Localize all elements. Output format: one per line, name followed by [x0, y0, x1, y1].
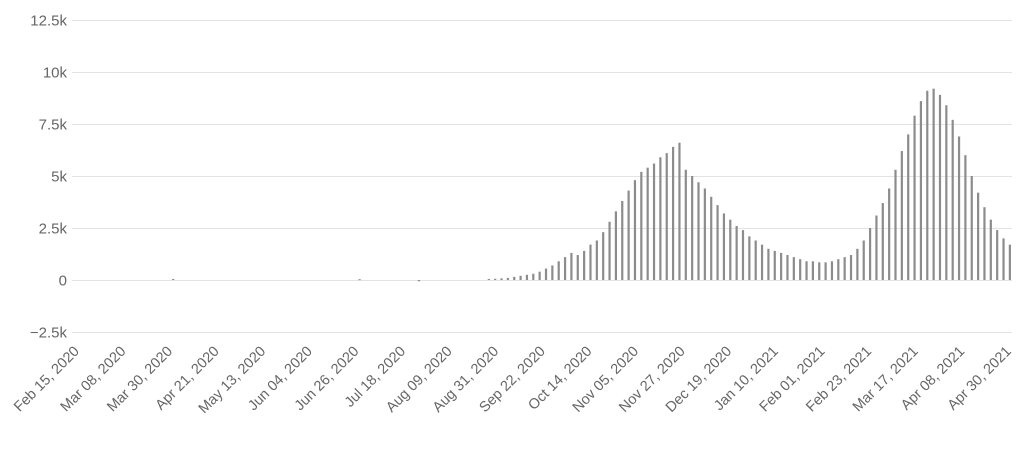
bar	[977, 192, 980, 280]
bar	[932, 88, 935, 280]
bar	[417, 280, 421, 282]
y-tick-label: 10k	[43, 65, 68, 82]
bar	[595, 240, 598, 280]
bar	[494, 278, 497, 280]
bar	[824, 262, 827, 280]
bar	[602, 232, 605, 280]
bar	[786, 255, 789, 280]
y-tick-label: −2.5k	[30, 325, 68, 342]
bar	[900, 151, 903, 280]
bar	[722, 213, 726, 280]
bar	[773, 250, 776, 280]
bar	[868, 228, 872, 280]
bar	[716, 205, 719, 280]
bar	[570, 252, 573, 280]
bar	[608, 221, 611, 280]
bar	[487, 278, 490, 280]
bar	[627, 190, 630, 280]
bar	[843, 257, 846, 280]
bar	[519, 275, 522, 280]
bar	[767, 248, 770, 280]
bar	[1008, 244, 1011, 280]
bar	[563, 257, 567, 280]
bar	[1002, 238, 1005, 280]
bar	[172, 278, 175, 280]
bar	[926, 90, 929, 280]
bars	[172, 88, 1011, 282]
bar	[849, 255, 853, 280]
bar	[938, 94, 942, 280]
bar	[888, 188, 891, 280]
bar	[684, 169, 687, 280]
bar	[919, 101, 923, 281]
bar	[710, 196, 713, 280]
bar	[691, 176, 694, 280]
bar	[633, 180, 637, 280]
bar	[671, 146, 675, 280]
bar	[983, 207, 986, 280]
bar	[640, 171, 643, 280]
bar	[875, 215, 878, 280]
bar	[532, 273, 535, 280]
bar	[989, 219, 992, 280]
bar	[862, 240, 865, 280]
bar	[894, 169, 897, 280]
bar	[811, 261, 814, 280]
bar	[500, 278, 503, 280]
bar	[589, 244, 592, 280]
bar	[525, 274, 529, 280]
bar	[799, 259, 802, 280]
bar	[818, 262, 821, 280]
bar	[881, 203, 884, 280]
bar	[830, 261, 834, 280]
bar	[652, 163, 656, 280]
bar	[659, 157, 662, 280]
bar	[856, 248, 859, 280]
bar	[544, 268, 548, 280]
bar	[970, 176, 973, 280]
bar	[576, 255, 579, 280]
bar	[621, 200, 624, 280]
bar	[996, 230, 999, 280]
bar	[703, 188, 706, 280]
bar	[951, 119, 954, 280]
bar	[614, 211, 617, 280]
bar	[358, 279, 361, 281]
bar	[748, 236, 751, 280]
y-tick-label: 0	[59, 273, 67, 290]
bar	[837, 259, 840, 280]
bar	[729, 219, 732, 280]
bar	[735, 225, 738, 280]
bar	[957, 136, 961, 280]
bar	[697, 182, 700, 280]
bar	[913, 115, 916, 281]
bar	[583, 250, 586, 280]
bar	[678, 142, 681, 280]
bar	[945, 105, 948, 280]
bar	[792, 257, 795, 280]
y-tick-label: 7.5k	[39, 117, 68, 134]
y-tick-label: 2.5k	[39, 221, 68, 238]
bar	[557, 261, 560, 280]
y-axis-tick-labels: 12.5k 10k 7.5k 5k 2.5k 0 −2.5k	[30, 13, 68, 342]
y-tick-label: 12.5k	[30, 13, 67, 30]
bar	[780, 252, 783, 280]
bar	[538, 271, 541, 280]
y-tick-label: 5k	[51, 169, 67, 186]
bar	[665, 153, 668, 280]
bar	[907, 134, 910, 280]
bar	[760, 244, 764, 280]
bar	[646, 167, 649, 280]
bar	[513, 276, 516, 280]
grid-lines	[72, 20, 1012, 333]
bar	[741, 230, 745, 280]
bar	[754, 240, 757, 280]
bar	[964, 155, 967, 280]
bar	[551, 265, 554, 280]
bar	[506, 277, 509, 280]
bar	[805, 261, 808, 280]
